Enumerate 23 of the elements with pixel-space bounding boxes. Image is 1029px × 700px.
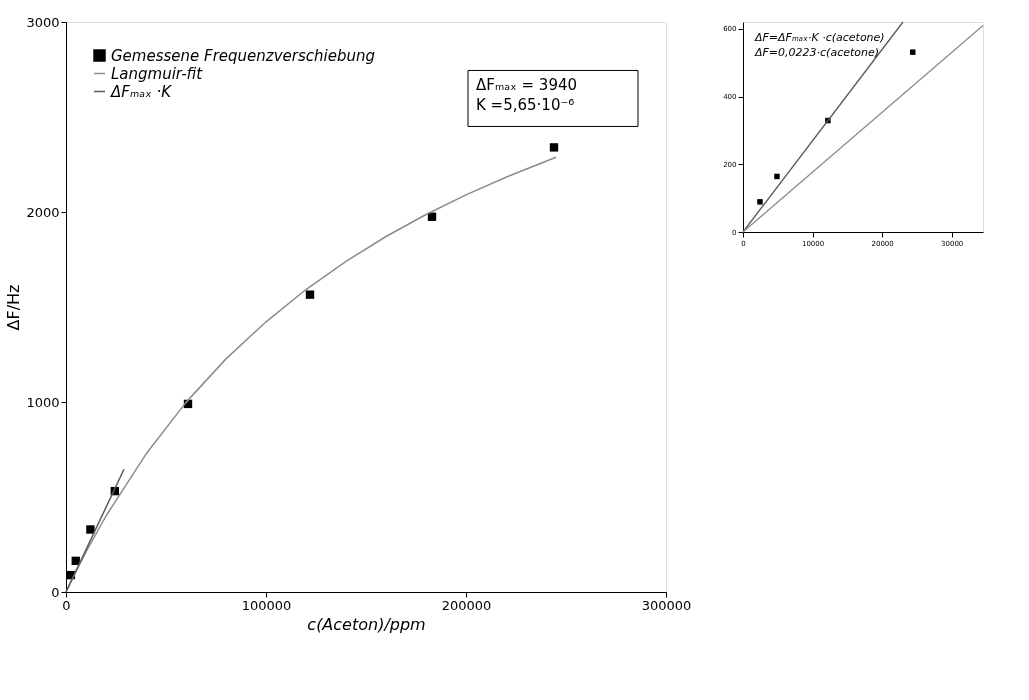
legend-label: Gemessene Frequenzverschiebung [111, 46, 376, 65]
point [774, 173, 780, 180]
x-tick-label: 200000 [441, 597, 492, 613]
y-tick-label: 1000 [26, 394, 60, 410]
point [86, 525, 95, 534]
y-tick-label: 2000 [26, 204, 60, 220]
annotation: K =5,65·10⁻⁶ [476, 96, 575, 115]
annotation: ΔF=0,0223·c(acetone) [754, 46, 880, 59]
point [549, 143, 559, 152]
annotation: ΔFₘₐₓ = 3940 [476, 76, 578, 95]
y-axis-title: ΔF/Hz [4, 284, 24, 331]
point [757, 199, 763, 205]
x-tick-label: 0 [62, 597, 71, 613]
annotation: ΔF=ΔFₘₐₓ·K ·c(acetone) [754, 31, 885, 44]
point [305, 290, 315, 299]
legend-label: Langmuir-fit [111, 64, 204, 83]
y-tick-label: 0 [51, 584, 60, 600]
point [910, 49, 916, 55]
x-axis-title: c(Aceton)/ppm [307, 614, 426, 634]
x-tick-label: 300000 [641, 597, 692, 613]
legend-label: ΔFₘₐₓ ·K [110, 82, 173, 101]
x-tick-label: 100000 [241, 597, 292, 613]
y-tick-label: 3000 [26, 14, 60, 30]
